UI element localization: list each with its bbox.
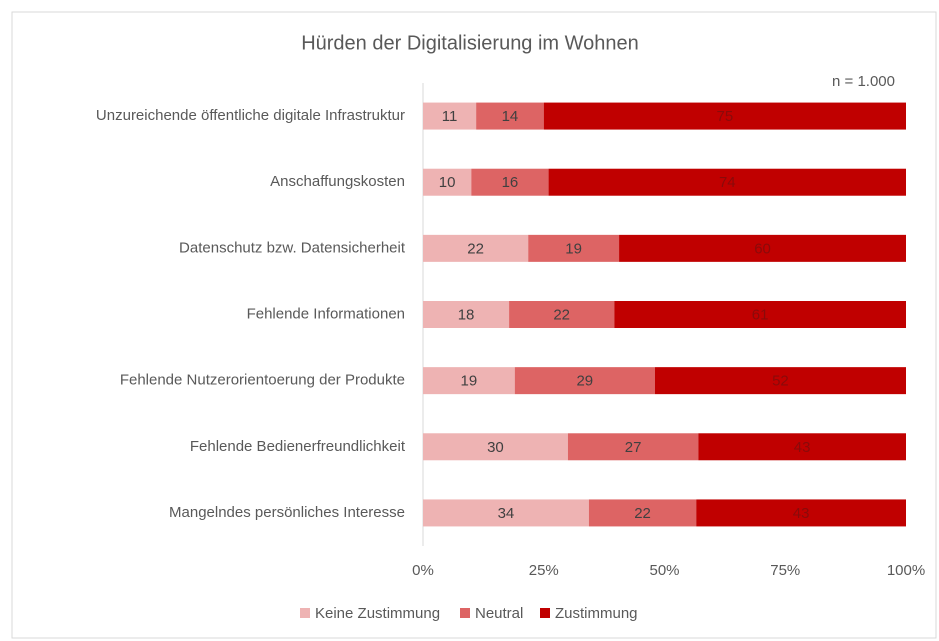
bar-segment [423, 168, 472, 196]
bar-segment [423, 102, 477, 130]
x-tick-label: 50% [649, 562, 679, 579]
legend-label: Neutral [475, 605, 523, 622]
y-tick-label: Fehlende Informationen [247, 305, 405, 322]
x-tick-label: 100% [887, 562, 925, 579]
data-label: 10 [439, 174, 456, 191]
bar-segment [514, 367, 655, 395]
data-label: 52 [772, 373, 789, 390]
y-tick-label: Fehlende Nutzerorientoerung der Produkte [120, 372, 405, 389]
bar-segment [654, 367, 906, 395]
bar-segment [614, 301, 906, 328]
data-label: 18 [458, 306, 475, 323]
data-label: 29 [576, 373, 593, 390]
data-label: 22 [553, 306, 570, 323]
data-label: 60 [754, 240, 771, 257]
data-label: 75 [717, 108, 734, 125]
data-label: 30 [487, 439, 504, 456]
legend-label: Keine Zustimmung [315, 605, 440, 622]
data-label: 14 [502, 108, 519, 125]
x-tick-label: 25% [529, 562, 559, 579]
legend-label: Zustimmung [555, 605, 638, 622]
chart-title: Hürden der Digitalisierung im Wohnen [301, 32, 639, 54]
y-tick-label: Mangelndes persönliches Interesse [169, 504, 405, 521]
y-tick-label: Anschaffungskosten [270, 173, 405, 190]
bar-segment [588, 499, 697, 527]
bar-segment [476, 102, 544, 130]
bar-segment [423, 234, 529, 262]
data-label: 43 [793, 505, 810, 522]
bar-segment [423, 433, 568, 461]
bar-segment [423, 367, 515, 395]
data-label: 22 [467, 240, 484, 257]
x-tick-label: 0% [412, 562, 434, 579]
bar-segment [548, 168, 906, 196]
data-label: 74 [719, 174, 736, 191]
data-label: 34 [498, 505, 515, 522]
legend-swatch [300, 608, 310, 618]
data-label: 16 [502, 174, 519, 191]
data-label: 19 [565, 240, 582, 257]
data-label: 19 [461, 373, 478, 390]
bar-segment [471, 168, 549, 196]
data-label: 43 [794, 439, 811, 456]
data-label: 61 [752, 306, 769, 323]
bar-segment [619, 234, 906, 262]
bar-segment [423, 499, 589, 527]
y-tick-label: Unzureichende öffentliche digitale Infra… [96, 107, 405, 124]
x-tick-label: 75% [770, 562, 800, 579]
data-label: 22 [634, 505, 651, 522]
y-tick-label: Datenschutz bzw. Datensicherheit [179, 239, 406, 256]
bar-segment [509, 301, 615, 328]
bar-segment [423, 301, 510, 328]
bar-segment [696, 499, 906, 527]
bar-segment [543, 102, 906, 130]
bar-segment [698, 433, 906, 461]
annotation: n = 1.000 [832, 73, 895, 90]
bar-segment [528, 234, 620, 262]
bar-segment [567, 433, 699, 461]
data-label: 27 [625, 439, 642, 456]
legend-swatch [540, 608, 550, 618]
legend-swatch [460, 608, 470, 618]
y-tick-label: Fehlende Bedienerfreundlichkeit [190, 438, 406, 455]
data-label: 11 [442, 108, 458, 125]
